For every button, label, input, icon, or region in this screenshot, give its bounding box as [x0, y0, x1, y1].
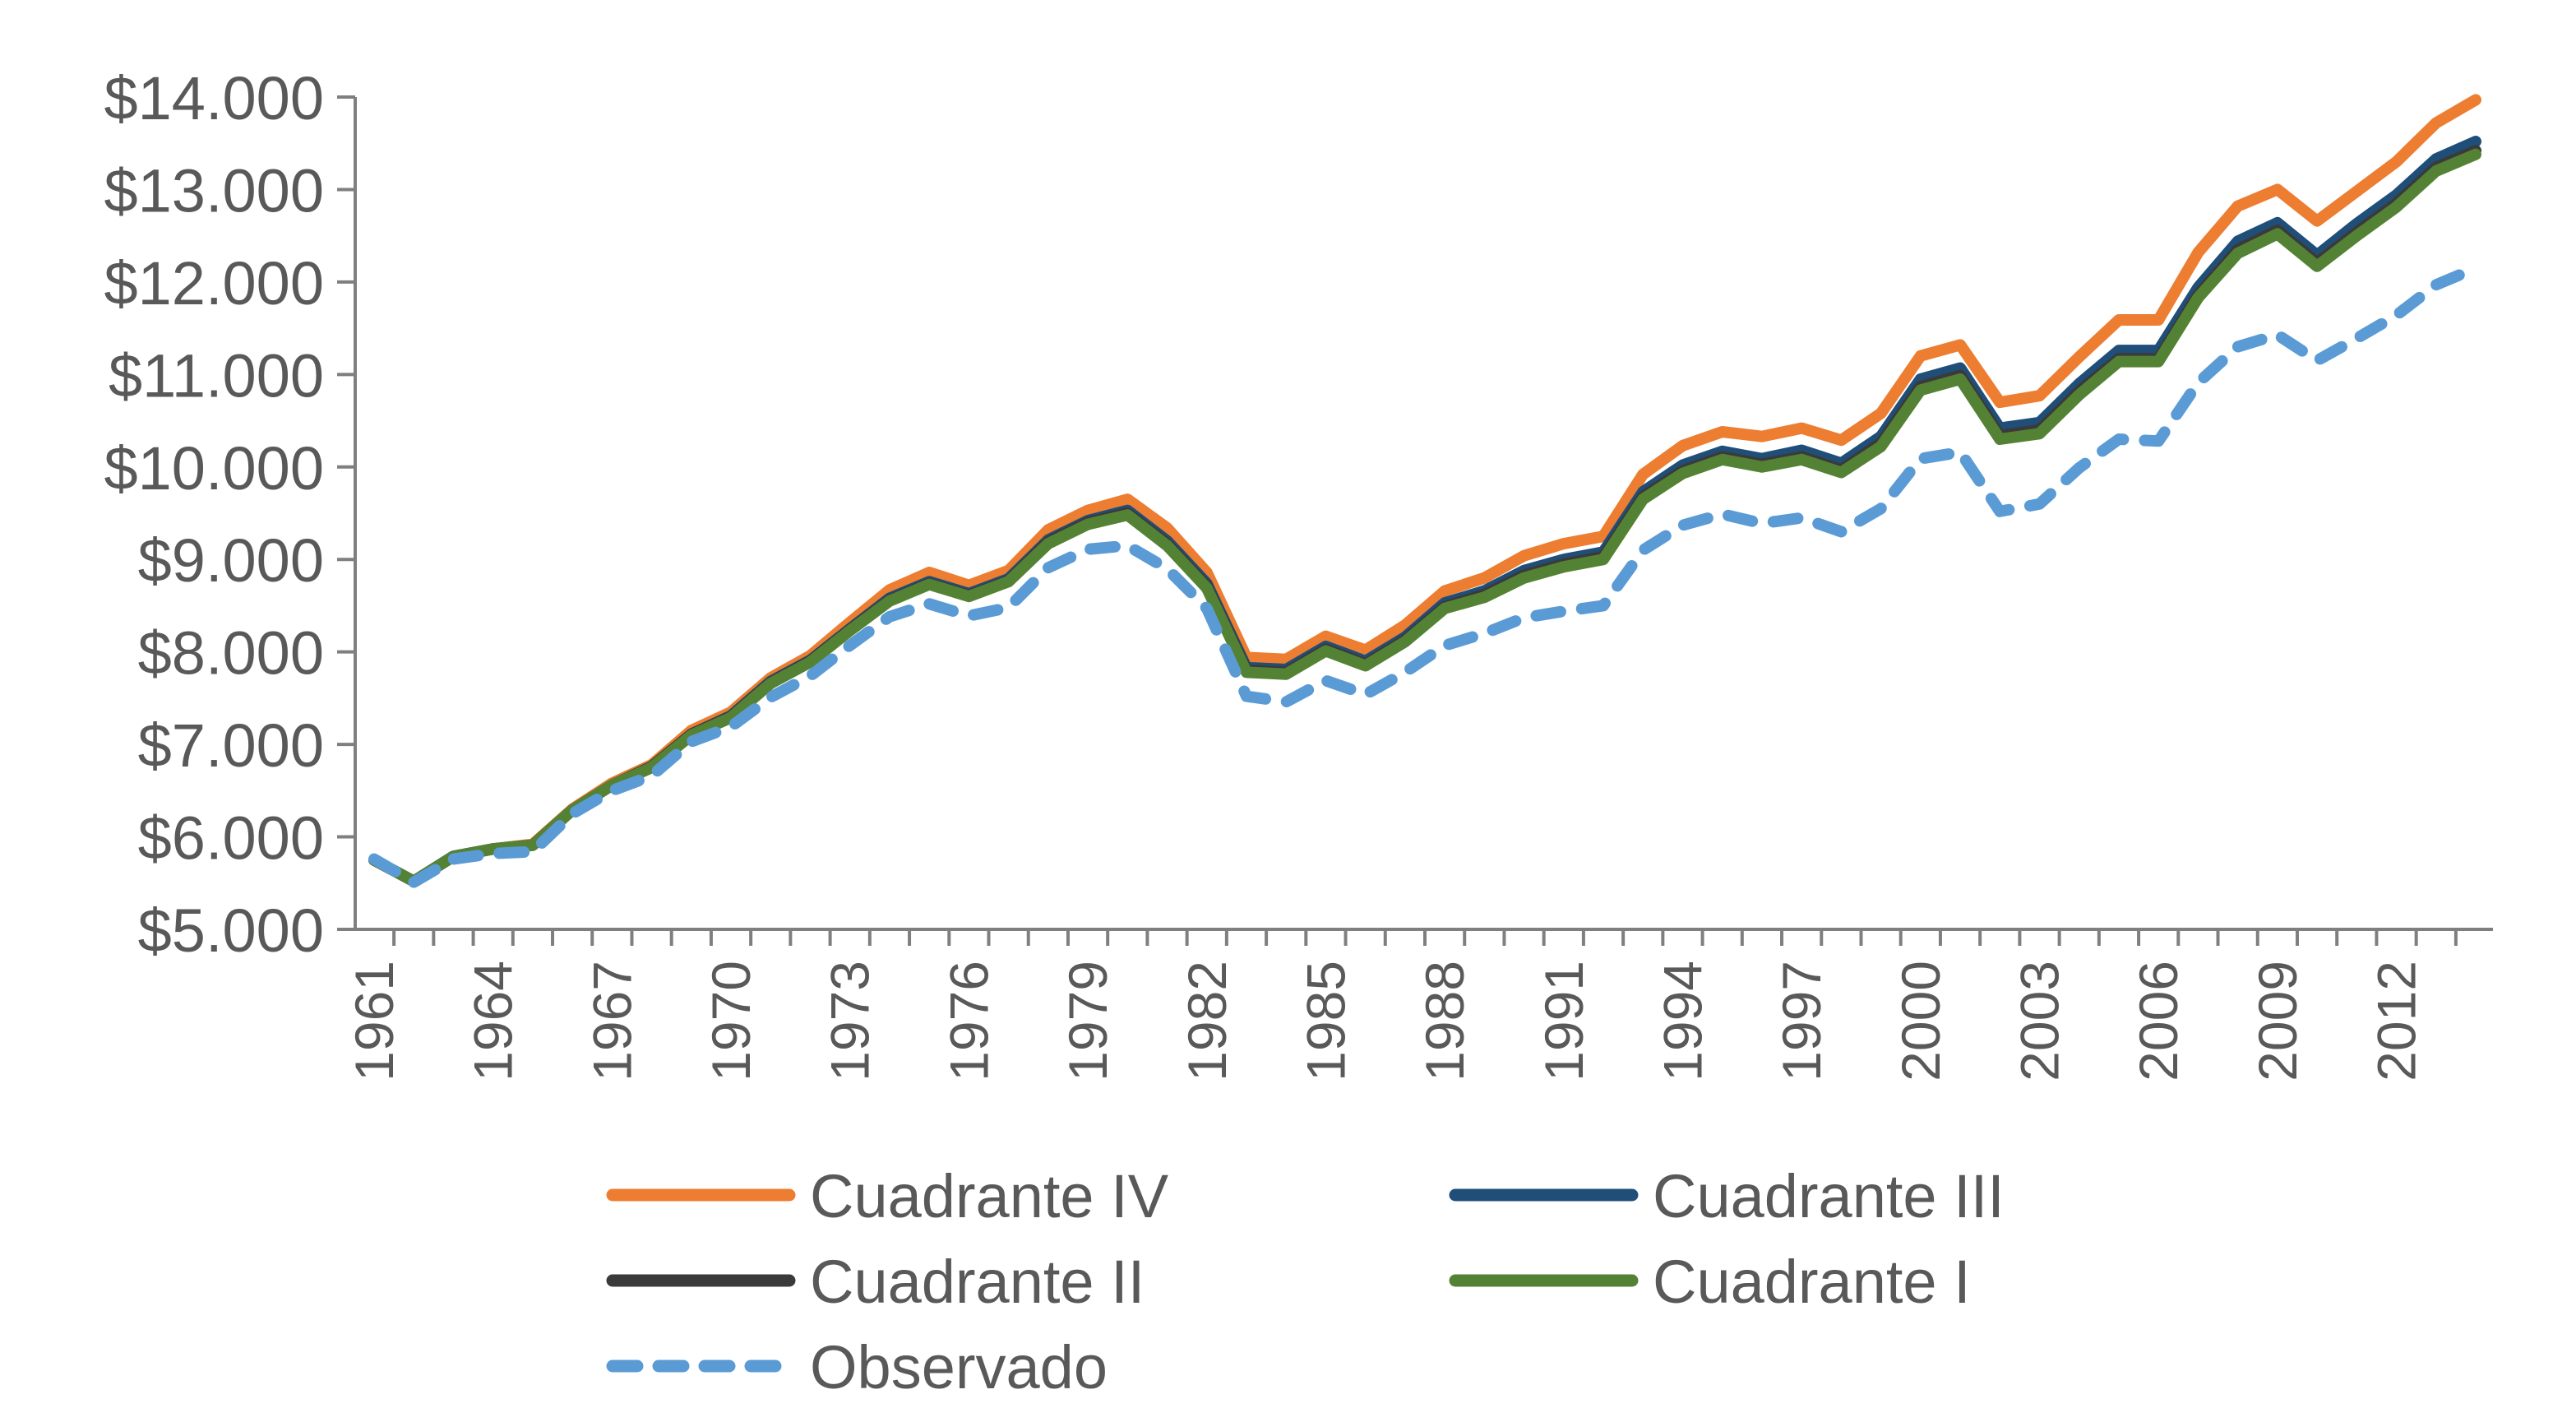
y-tick-label: $9.000: [138, 526, 324, 595]
series-line-observado: [368, 262, 2481, 888]
x-tick-label: 2006: [2128, 961, 2189, 1082]
x-tick-label: 1979: [1057, 961, 1118, 1082]
legend-label: Cuadrante IV: [810, 1162, 1169, 1230]
x-tick-label: 1985: [1295, 961, 1356, 1082]
y-tick-label: $14.000: [104, 64, 325, 132]
legend-item-cuadrante-iv: Cuadrante IV: [606, 1162, 1169, 1230]
x-tick-label: 1997: [1771, 961, 1832, 1082]
x-axis: 1961 1964 1967 1970 1973 1976 1979 1982 1985 1988…: [344, 928, 2493, 1082]
x-tick-label: 1991: [1533, 961, 1594, 1082]
legend-item-cuadrante-iii: Cuadrante III: [1449, 1162, 2005, 1230]
legend-item-cuadrante-ii: Cuadrante II: [606, 1248, 1145, 1316]
legend: Cuadrante IV Cuadrante III Cuadrante II Cua…: [606, 1162, 2005, 1401]
legend-item-observado: Observado: [606, 1333, 1108, 1401]
legend-label: Observado: [810, 1333, 1108, 1401]
series-line-cuadrante-i: [368, 148, 2481, 887]
y-tick-label: $13.000: [104, 156, 325, 225]
x-tick-label: 1961: [344, 961, 405, 1082]
x-tick-label: 2009: [2247, 961, 2308, 1082]
x-tick-label: 1970: [701, 961, 761, 1082]
series-line-cuadrante-ii: [368, 145, 2481, 887]
x-tick-label: 2003: [2009, 961, 2070, 1082]
y-tick-label: $10.000: [104, 434, 325, 503]
y-tick-label: $11.000: [109, 341, 324, 410]
x-tick-label: 2012: [2366, 961, 2427, 1082]
x-tick-label: 1976: [938, 961, 999, 1082]
y-tick-label: $5.000: [138, 896, 324, 965]
y-axis: $5.000 $6.000 $7.000 $8.000 $9.000 $10.000 $11…: [104, 64, 357, 965]
series-line-cuadrante-iv: [368, 94, 2481, 887]
series-line-cuadrante-iii: [368, 136, 2481, 887]
x-tick-label: 1967: [581, 961, 642, 1082]
legend-label: Cuadrante I: [1653, 1248, 1971, 1316]
x-tick-label: 1964: [463, 961, 524, 1082]
y-tick-label: $8.000: [138, 619, 324, 688]
series-layer: [368, 94, 2481, 888]
x-tick-label: 2000: [1890, 961, 1951, 1082]
x-tick-label: 1982: [1177, 961, 1237, 1082]
x-tick-label: 1994: [1652, 961, 1713, 1082]
y-tick-label: $7.000: [138, 711, 324, 780]
y-tick-label: $12.000: [104, 249, 325, 317]
legend-label: Cuadrante II: [810, 1248, 1145, 1316]
x-tick-label: 1973: [820, 961, 881, 1082]
legend-item-cuadrante-i: Cuadrante I: [1449, 1248, 1971, 1316]
legend-label: Cuadrante III: [1653, 1162, 2005, 1230]
y-tick-label: $6.000: [138, 804, 324, 873]
x-tick-label: 1988: [1414, 961, 1475, 1082]
